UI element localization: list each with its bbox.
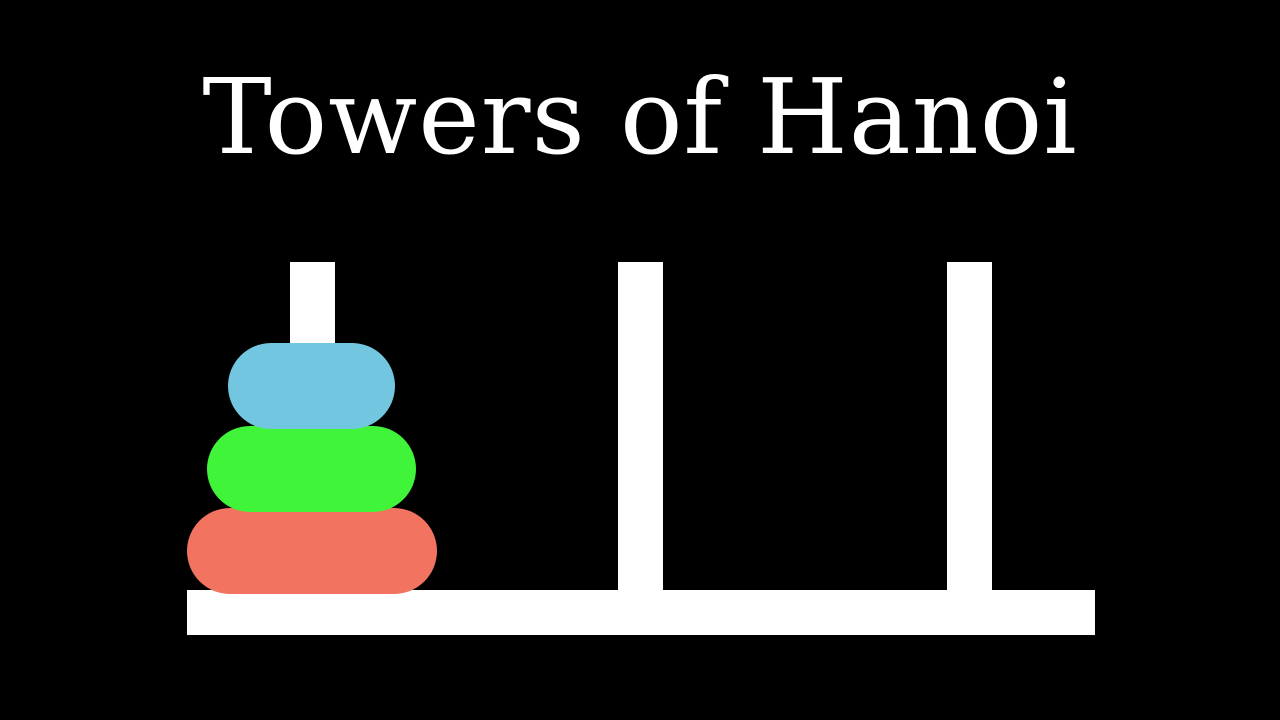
disk-large [187, 508, 437, 594]
disk-medium [207, 426, 416, 512]
disk-small [228, 343, 395, 429]
peg-middle [618, 262, 663, 592]
base-platform [187, 590, 1095, 635]
page-title: Towers of Hanoi [202, 56, 1078, 178]
peg-right [947, 262, 992, 592]
